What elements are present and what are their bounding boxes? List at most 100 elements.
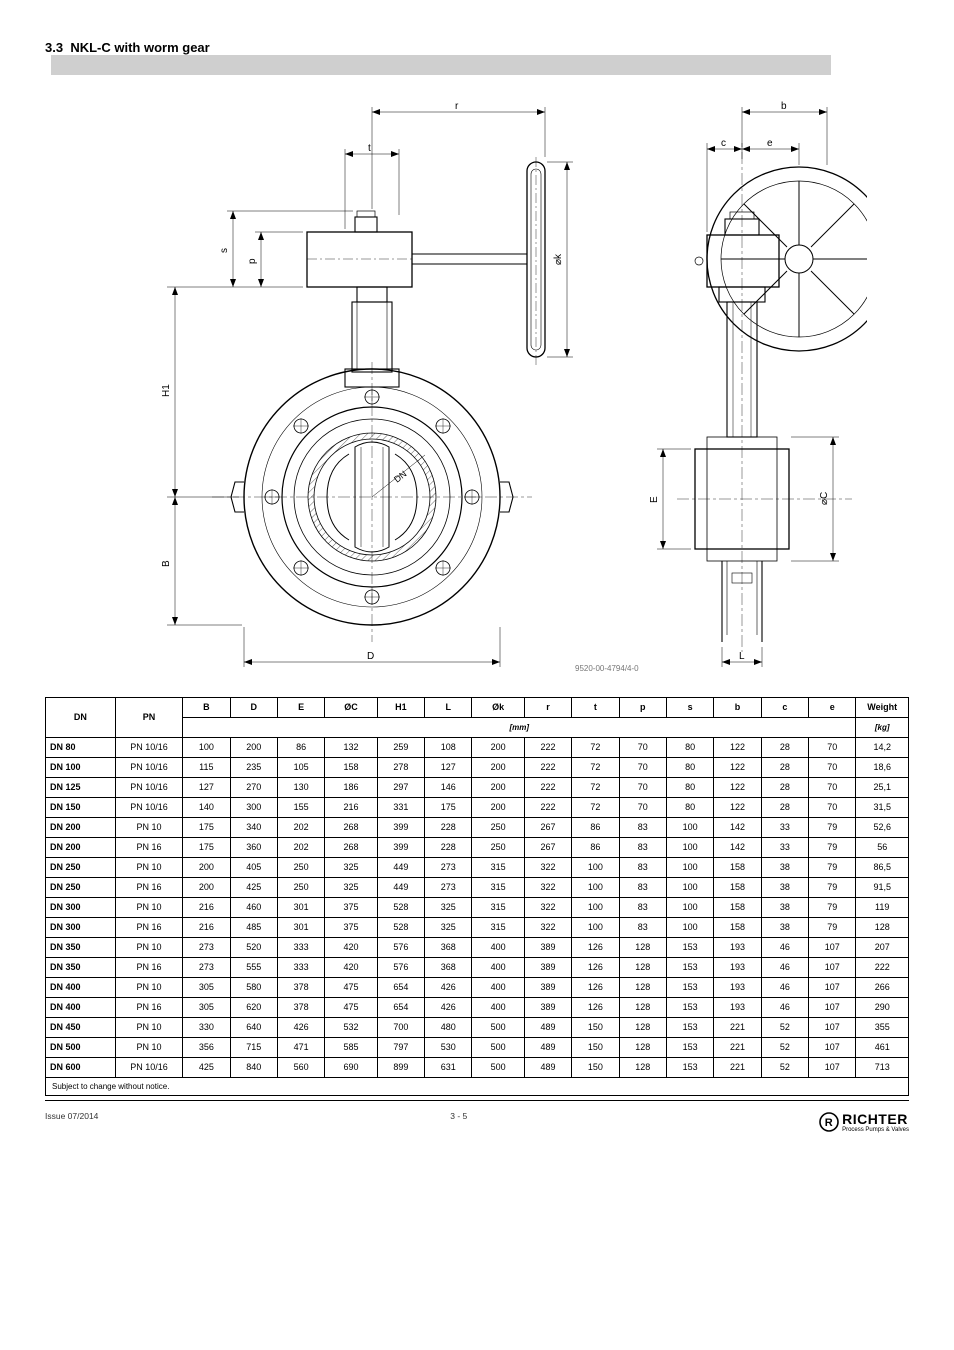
svg-text:⌀k: ⌀k [553, 253, 564, 265]
col-H1: H1 [377, 698, 424, 718]
table-cell: 576 [377, 938, 424, 958]
table-cell: DN 450 [46, 1018, 116, 1038]
table-cell: 333 [277, 958, 324, 978]
table-cell: 100 [572, 858, 619, 878]
table-cell: 83 [619, 918, 666, 938]
table-cell: 158 [325, 758, 377, 778]
col-B: B [183, 698, 230, 718]
table-cell: 555 [230, 958, 277, 978]
table-cell: 425 [183, 1058, 230, 1078]
table-cell: 273 [425, 878, 472, 898]
table-cell: 28 [761, 778, 808, 798]
table-cell: 46 [761, 938, 808, 958]
table-cell: 389 [524, 958, 571, 978]
footer-separator [45, 1100, 909, 1101]
table-cell: 305 [183, 978, 230, 998]
svg-text:p: p [247, 258, 258, 264]
table-cell: DN 400 [46, 978, 116, 998]
table-cell: 797 [377, 1038, 424, 1058]
dimension-table: DN PN B D E ØC H1 L Øk r t p s b c e Wei… [45, 697, 909, 1096]
section-header: 3.3 NKL-C with worm gear [45, 40, 909, 75]
table-cell: 79 [809, 838, 856, 858]
table-cell: 489 [524, 1058, 571, 1078]
page-footer: Issue 07/2014 R RICHTER Process Pumps & … [45, 1107, 909, 1133]
table-cell: 580 [230, 978, 277, 998]
table-cell: 322 [524, 898, 571, 918]
table-cell: 222 [524, 778, 571, 798]
table-cell: 126 [572, 978, 619, 998]
table-cell: 331 [377, 798, 424, 818]
table-body: DN 80PN 10/16100200861322591082002227270… [46, 738, 909, 1078]
table-cell: 840 [230, 1058, 277, 1078]
table-cell: 389 [524, 978, 571, 998]
table-cell: 150 [572, 1058, 619, 1078]
col-E: E [277, 698, 324, 718]
table-cell: 330 [183, 1018, 230, 1038]
table-cell: 480 [425, 1018, 472, 1038]
table-cell: 70 [619, 738, 666, 758]
table-cell: 322 [524, 918, 571, 938]
table-cell: 267 [524, 818, 571, 838]
svg-text:H1: H1 [161, 384, 172, 397]
table-cell: 175 [425, 798, 472, 818]
table-cell: PN 10/16 [115, 758, 182, 778]
table-cell: 500 [472, 1018, 524, 1038]
table-cell: 228 [425, 818, 472, 838]
table-cell: 86 [277, 738, 324, 758]
table-cell: 83 [619, 858, 666, 878]
table-cell: 235 [230, 758, 277, 778]
table-cell: DN 125 [46, 778, 116, 798]
table-cell: 222 [856, 958, 909, 978]
table-cell: 325 [325, 858, 377, 878]
table-cell: 400 [472, 978, 524, 998]
table-cell: 340 [230, 818, 277, 838]
table-cell: 100 [666, 918, 713, 938]
table-cell: 268 [325, 838, 377, 858]
table-cell: 108 [425, 738, 472, 758]
table-cell: PN 10 [115, 1018, 182, 1038]
table-cell: 70 [809, 758, 856, 778]
table-cell: 399 [377, 818, 424, 838]
table-cell: 585 [325, 1038, 377, 1058]
table-cell: 128 [619, 998, 666, 1018]
table-cell: 654 [377, 978, 424, 998]
table-cell: 105 [277, 758, 324, 778]
issue-date: Issue 07/2014 [45, 1111, 98, 1121]
table-cell: 153 [666, 958, 713, 978]
table-cell: 489 [524, 1038, 571, 1058]
table-cell: 273 [183, 958, 230, 978]
table-cell: 33 [761, 818, 808, 838]
table-cell: 38 [761, 898, 808, 918]
col-p: p [619, 698, 666, 718]
table-cell: 132 [325, 738, 377, 758]
table-cell: 83 [619, 838, 666, 858]
table-cell: 150 [572, 1018, 619, 1038]
table-cell: 315 [472, 898, 524, 918]
table-cell: 420 [325, 938, 377, 958]
table-row: DN 350PN 1027352033342057636840038912612… [46, 938, 909, 958]
table-cell: 700 [377, 1018, 424, 1038]
table-cell: 72 [572, 758, 619, 778]
table-cell: 250 [472, 838, 524, 858]
table-cell: 128 [619, 958, 666, 978]
table-row: DN 150PN 10/1614030015521633117520022272… [46, 798, 909, 818]
col-wt: Weight [856, 698, 909, 718]
table-cell: 266 [856, 978, 909, 998]
table-row: DN 300PN 1021646030137552832531532210083… [46, 898, 909, 918]
table-header: DN PN B D E ØC H1 L Øk r t p s b c e Wei… [46, 698, 909, 738]
table-cell: 250 [277, 878, 324, 898]
table-cell: 301 [277, 898, 324, 918]
table-cell: 175 [183, 818, 230, 838]
table-cell: 270 [230, 778, 277, 798]
table-cell: 207 [856, 938, 909, 958]
table-cell: 25,1 [856, 778, 909, 798]
col-D: D [230, 698, 277, 718]
table-cell: 91,5 [856, 878, 909, 898]
table-cell: 193 [714, 938, 761, 958]
table-cell: 100 [666, 898, 713, 918]
table-cell: 368 [425, 958, 472, 978]
table-cell: 86 [572, 838, 619, 858]
table-cell: 72 [572, 798, 619, 818]
table-cell: 153 [666, 1038, 713, 1058]
table-cell: PN 10 [115, 818, 182, 838]
